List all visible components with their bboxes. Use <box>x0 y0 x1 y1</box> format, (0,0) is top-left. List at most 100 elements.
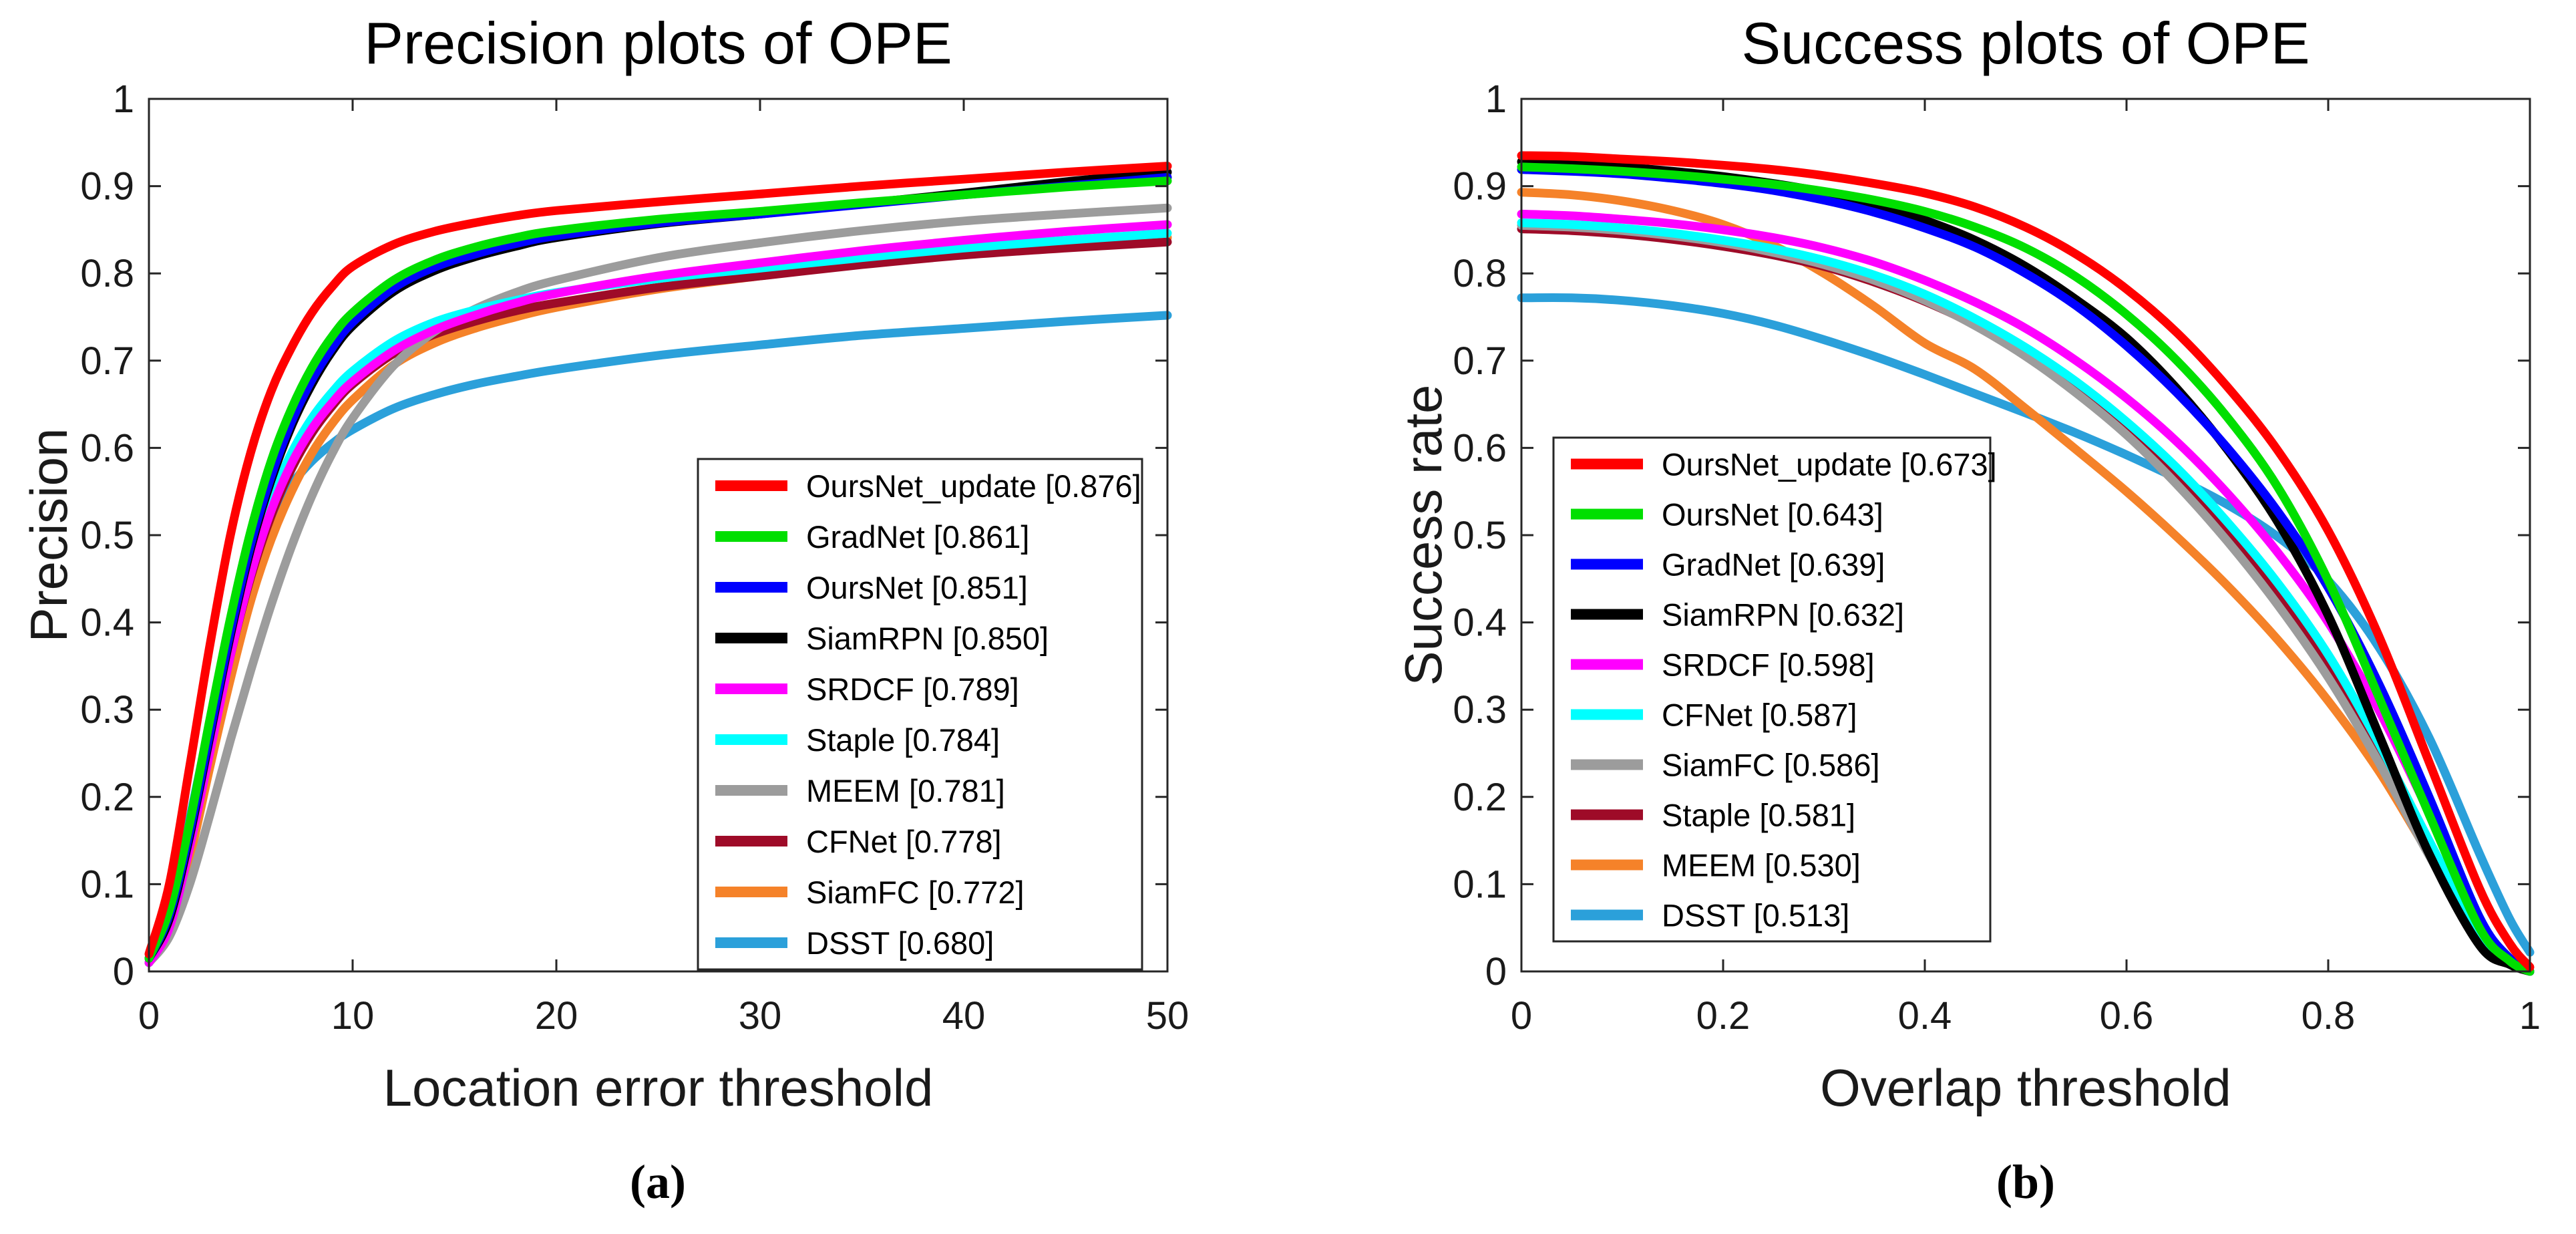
y-tick-labels: 0 0.1 0.2 0.3 0.4 0.5 0.6 0.7 0.8 0.9 1 <box>80 78 134 993</box>
y-tick-label: 1 <box>113 78 134 121</box>
legend-label: SiamFC [0.586] <box>1662 748 1880 783</box>
x-tick-label: 40 <box>942 994 986 1038</box>
y-tick-label: 0.1 <box>80 863 134 906</box>
legend-item: SRDCF [0.598] <box>1571 647 1875 683</box>
legend-item: SiamRPN [0.850] <box>715 621 1049 656</box>
curves <box>1517 151 2535 976</box>
legend-label: MEEM [0.530] <box>1662 848 1861 883</box>
curve-DSST <box>1517 293 2535 957</box>
legend: OursNet_update [0.876] GradNet [0.861] Our… <box>697 458 1143 971</box>
panel-b-plot: 0 0.2 0.4 0.6 0.8 100.10.20.30.40.50.60.70.80… <box>1394 10 2541 1117</box>
y-axis-label: Precision <box>19 428 78 643</box>
legend-item: Staple [0.784] <box>715 722 1000 758</box>
legend-label: OursNet_update [0.876] <box>806 468 1141 504</box>
legend-item: OursNet [0.643] <box>1571 497 1883 532</box>
legend-label: SiamRPN [0.632] <box>1662 597 1904 633</box>
legend-item: Staple [0.581] <box>1571 798 1855 833</box>
y-tick-label: 0.4 <box>80 601 134 645</box>
x-tick-label: 30 <box>739 994 782 1038</box>
chart-title: Precision plots of OPE <box>364 10 952 76</box>
y-axis-label: Success rate <box>1394 385 1453 686</box>
caption-b: (b) <box>1996 1155 2055 1209</box>
y-tick-labels: 0 0.1 0.2 0.3 0.4 0.5 0.6 0.7 0.8 0.9 1 <box>1453 78 1507 993</box>
y-tick-label: 0.5 <box>1453 514 1507 557</box>
legend-box <box>697 458 1143 971</box>
legend-label: Staple [0.784] <box>806 722 1000 758</box>
y-tick-label: 0.2 <box>80 776 134 819</box>
y-tick-label: 0.8 <box>1453 252 1507 295</box>
legend-label: CFNet [0.778] <box>806 824 1002 859</box>
x-tick-label: 1 <box>2519 994 2541 1038</box>
y-tick-label: 0.6 <box>80 426 134 470</box>
legend-box <box>1552 436 1992 943</box>
legend-item: CFNet [0.587] <box>1571 698 1857 733</box>
x-tick-label: 0 <box>1511 994 1532 1038</box>
y-tick-label: 0.5 <box>80 514 134 557</box>
legend-label: DSST [0.680] <box>806 925 994 961</box>
y-tick-label: 0 <box>113 950 134 993</box>
y-tick-label: 0.7 <box>1453 339 1507 383</box>
legend-label: SiamRPN [0.850] <box>806 621 1049 656</box>
legend-label: CFNet [0.587] <box>1662 698 1857 733</box>
curve-OursNet_update <box>1517 151 2535 971</box>
legend-item: CFNet [0.778] <box>715 824 1002 859</box>
y-tick-label: 0.8 <box>80 252 134 295</box>
y-tick-label: 0.1 <box>1453 863 1507 906</box>
legend-item: SiamRPN [0.632] <box>1571 597 1904 633</box>
y-tick-label: 0.2 <box>1453 776 1507 819</box>
legend-label: MEEM [0.781] <box>806 773 1005 808</box>
y-tick-label: 1 <box>1485 78 1507 121</box>
y-tick-label: 0.4 <box>1453 601 1507 645</box>
legend-label: OursNet [0.851] <box>806 570 1028 605</box>
y-tick-label: 0.3 <box>80 688 134 732</box>
legend-label: GradNet [0.639] <box>1662 547 1885 583</box>
curve-OursNet <box>1517 162 2535 976</box>
legend-label: OursNet [0.643] <box>1662 497 1883 532</box>
legend: OursNet_update [0.673] OursNet [0.643] Gra… <box>1552 436 1997 943</box>
legend-item: MEEM [0.781] <box>715 773 1005 808</box>
x-tick-label: 20 <box>535 994 578 1038</box>
x-tick-label: 10 <box>331 994 375 1038</box>
legend-label: OursNet_update [0.673] <box>1662 447 1997 482</box>
panel-a-plot: 0 10 20 30 40 50 0 0.1 0.2 0.3 0.4 0.5 0.6 0.7 0.8 0.9 1… <box>19 10 1189 1117</box>
y-tick-label: 0.6 <box>1453 426 1507 470</box>
x-tick-labels: 0 10 20 30 40 50 <box>138 994 1189 1038</box>
curve-OursNet_update <box>144 162 1172 959</box>
legend-label: Staple [0.581] <box>1662 798 1855 833</box>
legend-label: SRDCF [0.789] <box>806 671 1019 707</box>
y-tick-label: 0.9 <box>1453 165 1507 208</box>
chart-title: Success plots of OPE <box>1741 10 2310 76</box>
legend-label: SRDCF [0.598] <box>1662 647 1875 683</box>
legend-item: OursNet_update [0.673] <box>1571 447 1997 482</box>
legend-item: DSST [0.680] <box>715 925 994 961</box>
y-tick-label: 0 <box>1485 950 1507 993</box>
x-tick-label: 0.6 <box>2100 994 2154 1038</box>
legend-label: SiamFC [0.772] <box>806 875 1025 910</box>
legend-item: GradNet [0.861] <box>715 519 1029 555</box>
legend-label: GradNet [0.861] <box>806 519 1029 555</box>
curve-MEEM <box>144 203 1172 967</box>
curves <box>144 162 1172 967</box>
y-tick-label: 0.9 <box>80 165 134 208</box>
curve-GradNet <box>144 176 1172 963</box>
legend-item: SiamFC [0.772] <box>715 875 1025 910</box>
x-tick-label: 0 <box>138 994 160 1038</box>
legend-label: DSST [0.513] <box>1662 898 1849 933</box>
legend-item: MEEM [0.530] <box>1571 848 1861 883</box>
x-tick-label: 0.8 <box>2302 994 2356 1038</box>
legend-item: GradNet [0.639] <box>1571 547 1885 583</box>
y-tick-label: 0.3 <box>1453 688 1507 732</box>
caption-a: (a) <box>630 1155 686 1209</box>
x-tick-label: 0.2 <box>1696 994 1751 1038</box>
tick-marks <box>1520 98 2531 973</box>
legend-item: DSST [0.513] <box>1571 898 1849 933</box>
legend-item: SiamFC [0.586] <box>1571 748 1880 783</box>
x-tick-label: 50 <box>1146 994 1189 1038</box>
x-axis-label: Overlap threshold <box>1820 1058 2231 1117</box>
legend-item: OursNet [0.851] <box>715 570 1028 605</box>
y-tick-label: 0.7 <box>80 339 134 383</box>
x-axis-label: Location error threshold <box>383 1058 934 1117</box>
legend-item: SRDCF [0.789] <box>715 671 1019 707</box>
